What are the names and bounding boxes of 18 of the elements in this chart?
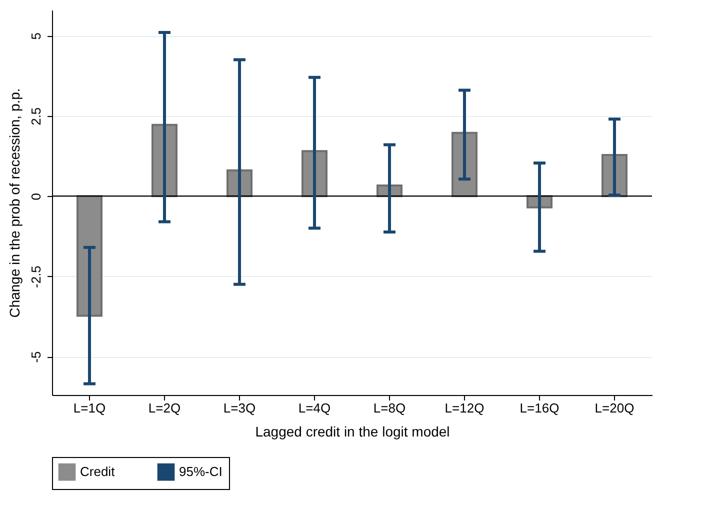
x-tick-label: L=20Q	[594, 400, 634, 416]
x-tick-label: L=1Q	[73, 400, 106, 416]
y-tick-label: -2.5	[28, 266, 44, 288]
y-tick-label: 0	[28, 192, 44, 200]
y-axis-title: Change in the prob of recession, p.p.	[6, 88, 22, 318]
text: 95%-CI	[179, 464, 222, 480]
x-tick-label: L=12Q	[444, 400, 484, 416]
x-tick-label: L=16Q	[520, 400, 560, 416]
x-tick-label: L=3Q	[223, 400, 256, 416]
bar	[76, 195, 102, 317]
x-axis-title: Lagged credit in the logit model	[255, 424, 450, 440]
x-tick-label: L=2Q	[148, 400, 181, 416]
y-tick-label: 2.5	[28, 107, 44, 126]
y-tick-label: 5	[28, 32, 44, 40]
x-tick-label: L=8Q	[373, 400, 406, 416]
legend-label: Credit	[80, 464, 116, 480]
x-tick-label: L=4Q	[298, 400, 331, 416]
y-tick-label: -5	[28, 351, 44, 363]
